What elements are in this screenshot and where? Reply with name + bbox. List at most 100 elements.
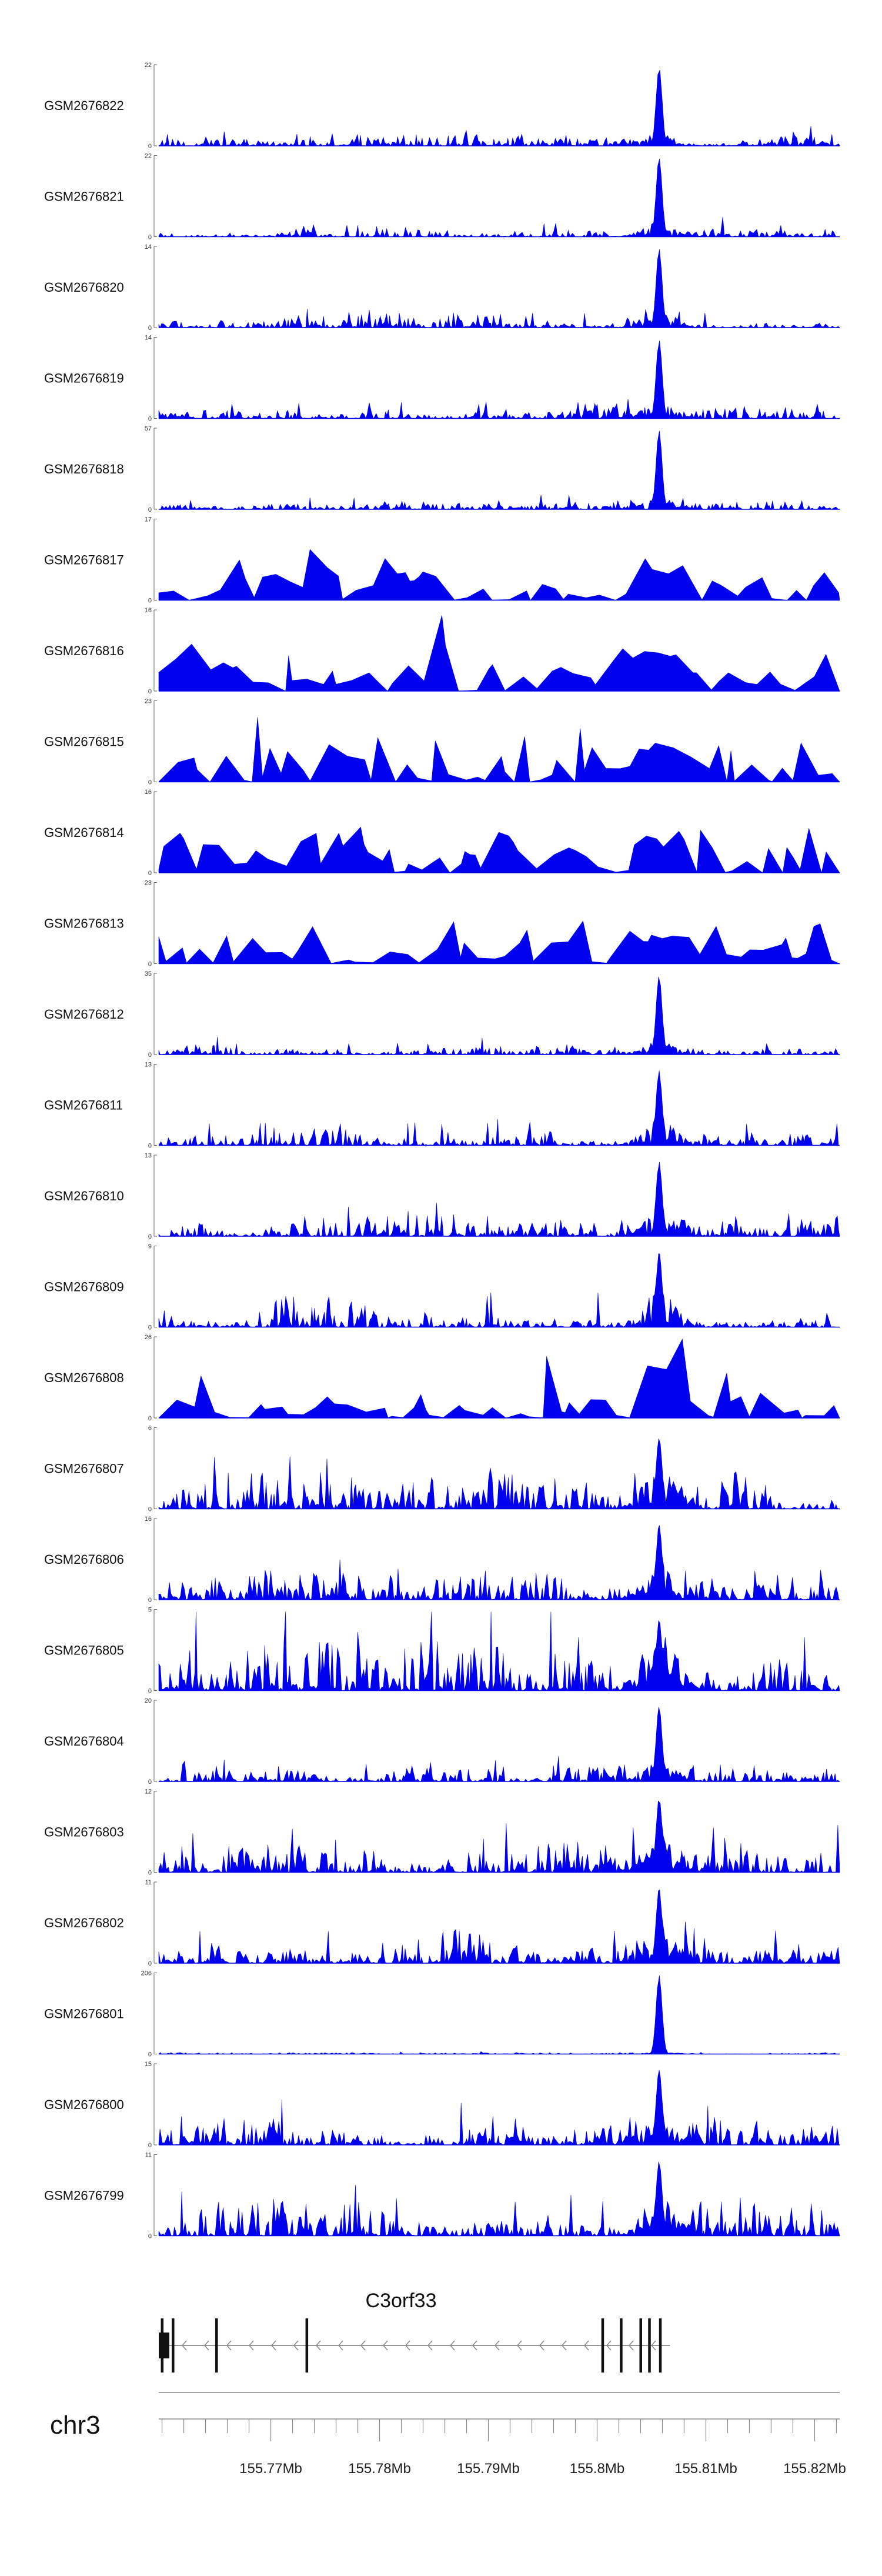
track-ymin-label: 0	[148, 1597, 152, 1604]
track-ymin-label: 0	[148, 143, 152, 150]
track-ymax-label: 17	[145, 516, 152, 523]
coverage-area	[158, 2070, 840, 2145]
strand-arrow	[562, 2340, 567, 2351]
track-label: GSM2676813	[44, 916, 124, 931]
track-GSM2676818: GSM2676818 57 0	[44, 425, 840, 513]
track-label: GSM2676811	[44, 1098, 123, 1113]
track-ymin-label: 0	[148, 870, 152, 877]
track-GSM2676815: GSM2676815 23 0	[44, 698, 840, 786]
track-label: GSM2676801	[44, 2007, 124, 2021]
chromosome-axis: chr3 155.77Mb 155.78Mb 155.79Mb 155.8Mb 155.…	[50, 2392, 846, 2477]
coverage-area	[158, 1339, 840, 1419]
strand-arrow	[450, 2340, 455, 2351]
track-GSM2676803: GSM2676803 12 0	[44, 1788, 840, 1877]
strand-arrow	[584, 2340, 589, 2351]
track-GSM2676816: GSM2676816 16 0	[44, 607, 840, 695]
track-ymax-label: 14	[145, 335, 152, 342]
coverage-area	[158, 920, 840, 964]
gene-model-track: C3orf33	[159, 2290, 670, 2373]
strand-arrow	[293, 2340, 299, 2351]
track-label: GSM2676819	[44, 371, 124, 386]
track-label: GSM2676814	[44, 825, 124, 840]
tick-label: 155.78Mb	[348, 2461, 411, 2477]
track-GSM2676820: GSM2676820 14 0	[44, 243, 840, 332]
track-GSM2676819: GSM2676819 14 0	[44, 335, 840, 423]
coverage-area	[158, 976, 840, 1055]
strand-arrow	[427, 2340, 433, 2351]
coverage-area	[158, 826, 840, 873]
track-ymax-label: 22	[145, 62, 152, 69]
coverage-area	[158, 1162, 840, 1237]
gene-exon	[215, 2318, 218, 2373]
track-ymin-label: 0	[148, 688, 152, 695]
track-ymin-label: 0	[148, 598, 152, 605]
track-label: GSM2676799	[44, 2188, 124, 2203]
track-GSM2676822: GSM2676822 22 0	[44, 62, 840, 150]
strand-arrow	[316, 2340, 321, 2351]
coverage-area	[158, 1438, 840, 1510]
track-label: GSM2676808	[44, 1370, 124, 1385]
track-ymax-label: 16	[145, 607, 152, 614]
track-ymin-label: 0	[148, 779, 152, 786]
chromosome-label: chr3	[50, 2411, 101, 2440]
coverage-area	[158, 1611, 840, 1691]
track-GSM2676817: GSM2676817 17 0	[44, 516, 840, 605]
track-label: GSM2676805	[44, 1643, 124, 1658]
track-ymax-label: 13	[145, 1152, 152, 1159]
tick-label: 155.82Mb	[783, 2461, 846, 2477]
strand-arrow	[517, 2340, 522, 2351]
track-ymax-label: 20	[145, 1697, 152, 1704]
track-ymax-label: 13	[145, 1062, 152, 1069]
track-GSM2676804: GSM2676804 20 0	[44, 1697, 841, 1786]
gene-label: C3orf33	[366, 2290, 437, 2312]
track-GSM2676799: GSM2676799 11 0	[44, 2152, 840, 2240]
strand-arrow	[472, 2340, 477, 2351]
track-label: GSM2676815	[44, 735, 124, 749]
track-GSM2676808: GSM2676808 26 0	[44, 1334, 840, 1422]
track-ymin-label: 0	[148, 325, 152, 332]
coverage-area	[158, 249, 840, 329]
track-GSM2676811: GSM2676811 13 0	[44, 1062, 840, 1150]
track-label: GSM2676810	[44, 1189, 124, 1203]
coverage-area	[158, 1525, 840, 1600]
track-label: GSM2676800	[44, 2097, 124, 2112]
track-label: GSM2676817	[44, 553, 124, 568]
track-ymin-label: 0	[148, 1506, 152, 1513]
strand-arrow	[383, 2340, 388, 2351]
track-GSM2676806: GSM2676806 16 0	[44, 1516, 840, 1604]
track-label: GSM2676822	[44, 98, 124, 113]
track-label: GSM2676802	[44, 1916, 124, 1930]
tick-label: 155.79Mb	[457, 2461, 520, 2477]
strand-arrow	[651, 2340, 656, 2351]
coverage-area	[158, 1070, 840, 1146]
coverage-area	[158, 717, 840, 783]
gene-utr-block	[159, 2333, 169, 2358]
track-ymin-label: 0	[148, 506, 152, 513]
gene-exon	[659, 2318, 662, 2373]
track-label: GSM2676809	[44, 1280, 124, 1294]
track-label: GSM2676807	[44, 1461, 124, 1476]
coverage-area	[158, 340, 840, 419]
coverage-area	[158, 69, 840, 147]
strand-arrow	[539, 2340, 544, 2351]
track-ymax-label: 16	[145, 1516, 152, 1523]
strand-arrow	[495, 2340, 500, 2351]
coverage-area	[158, 1707, 841, 1783]
track-ymin-label: 0	[148, 1688, 152, 1695]
track-label: GSM2676806	[44, 1552, 124, 1567]
track-label: GSM2676820	[44, 280, 124, 295]
track-ymax-label: 26	[145, 1334, 152, 1341]
signal-tracks: GSM2676822220GSM2676821220GSM2676820140G…	[44, 62, 841, 2240]
gene-exon	[648, 2318, 651, 2373]
track-ymax-label: 23	[145, 698, 152, 705]
track-label: GSM2676821	[44, 189, 124, 204]
track-GSM2676807: GSM2676807 6 0	[44, 1425, 840, 1513]
strand-arrow	[629, 2340, 634, 2351]
coverage-area	[158, 2161, 840, 2237]
track-GSM2676800: GSM2676800 15 0	[44, 2061, 840, 2149]
track-GSM2676810: GSM2676810 13 0	[44, 1152, 840, 1240]
tick-label: 155.77Mb	[239, 2461, 302, 2477]
strand-arrow	[405, 2340, 410, 2351]
gene-exon	[601, 2318, 604, 2373]
track-ymax-label: 35	[145, 970, 152, 977]
